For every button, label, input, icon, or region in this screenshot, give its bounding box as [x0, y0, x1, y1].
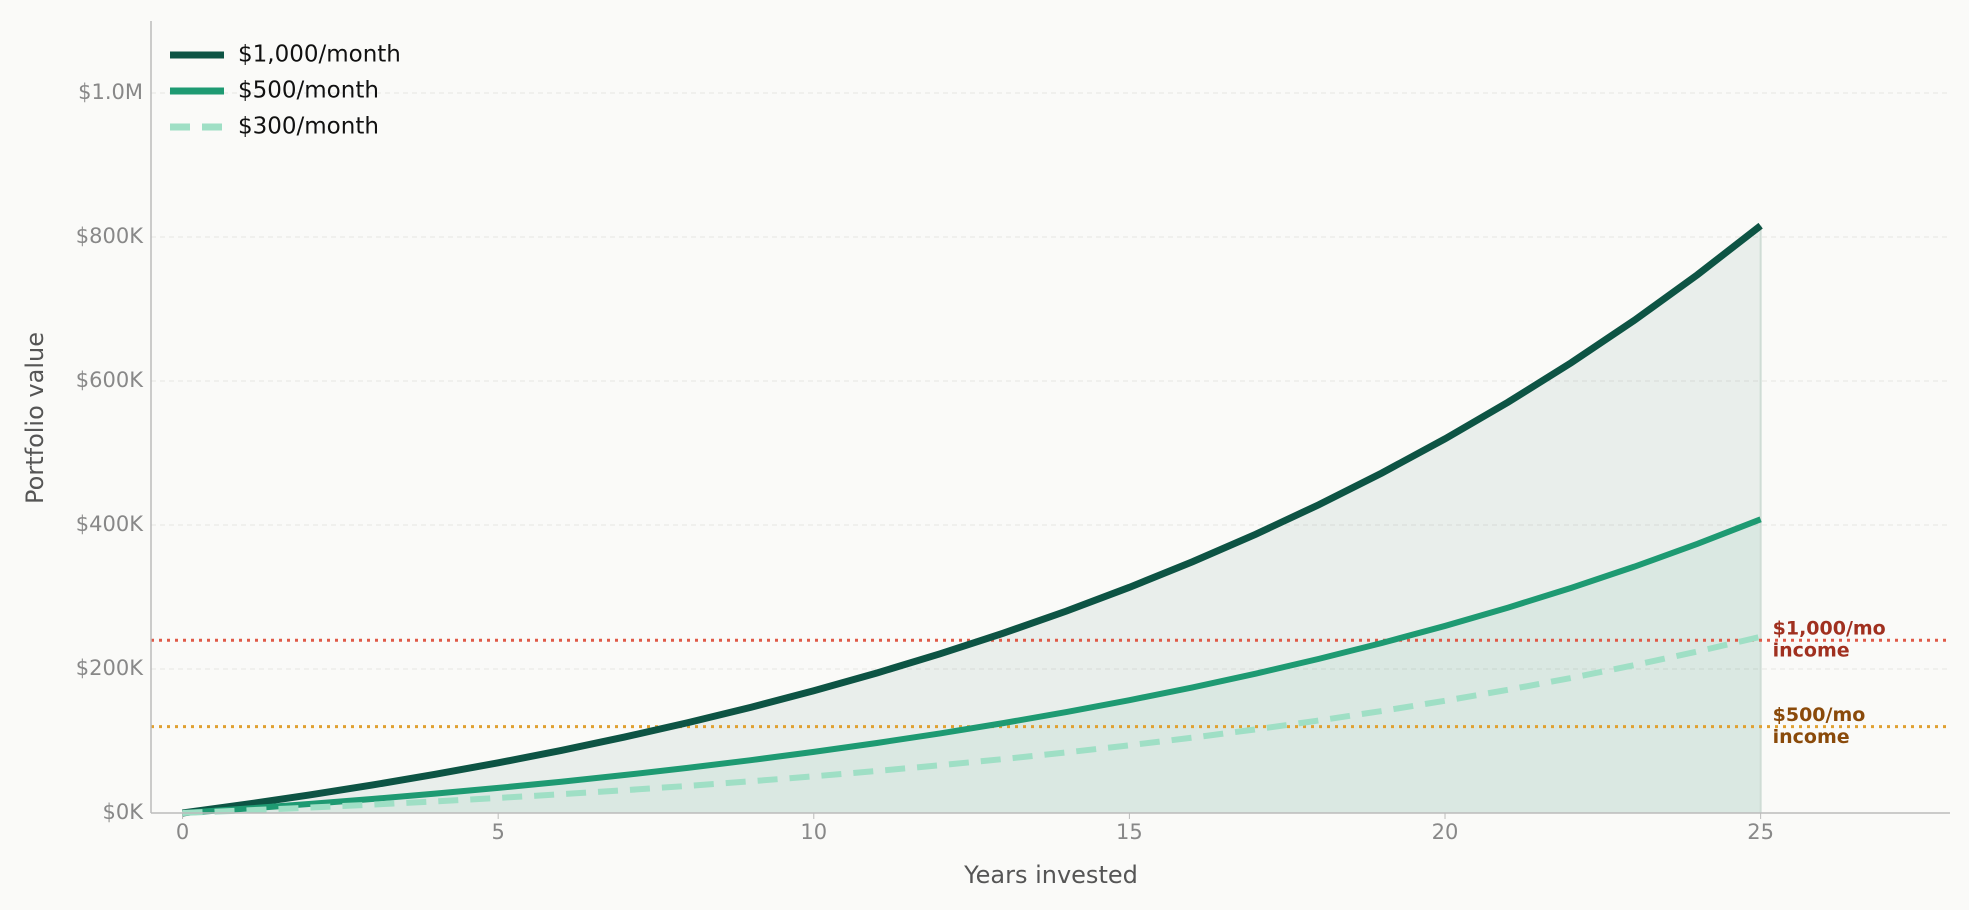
area [182, 225, 1761, 814]
reference-label: income [1773, 726, 1850, 748]
line [182, 516, 1762, 816]
x-axis-label: Years invested [963, 861, 1138, 889]
line [182, 222, 1763, 817]
legend-label: $300/month [238, 114, 379, 140]
y-axis-label: Portfolio value [21, 332, 49, 504]
y-tick-label: $200K [76, 656, 144, 680]
x-tick-label: 15 [1116, 820, 1143, 844]
x-tick-label: 25 [1747, 820, 1774, 844]
y-tick-label: $0K [103, 800, 145, 824]
y-tick-label: $400K [76, 512, 144, 536]
y-tick-label: $800K [76, 224, 144, 248]
x-tick-label: 0 [176, 820, 189, 844]
y-tick-label: $600K [76, 368, 144, 392]
y-tick-label: $1.0M [78, 80, 143, 104]
x-tick-label: 10 [800, 820, 827, 844]
x-tick-label: 20 [1432, 820, 1459, 844]
legend-label: $500/month [238, 78, 379, 104]
line [182, 633, 1762, 816]
reference-label: $500/mo [1773, 704, 1866, 726]
legend-label: $1,000/month [238, 42, 401, 68]
area [182, 519, 1761, 813]
reference-label: $1,000/mo [1773, 618, 1886, 640]
x-tick-label: 5 [491, 820, 504, 844]
reference-label: income [1773, 640, 1850, 662]
